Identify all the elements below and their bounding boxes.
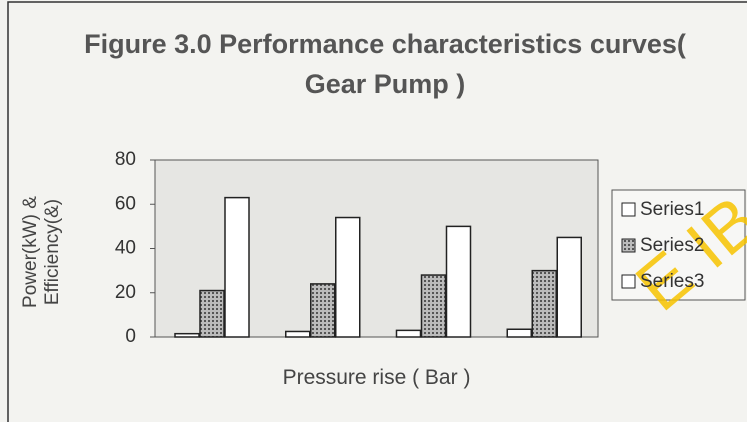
chart-border [7,1,747,422]
legend-swatch [621,238,636,253]
bar [285,330,311,338]
y-tick-label: 80 [115,149,136,170]
y-tick-label: 60 [115,193,136,214]
bar [531,269,557,338]
bar [556,236,582,338]
x-axis-label: Pressure rise ( Bar ) [282,366,471,389]
y-tick-label: 20 [115,282,136,303]
y-axis-label: Power(kW) & Efficiency(&) [20,196,63,308]
legend-swatch [621,274,636,289]
bar [335,216,361,338]
legend-label: Series3 [640,271,704,292]
legend-label: Series1 [640,199,704,220]
y-tick-label: 40 [115,238,136,259]
chart-title: Figure 3.0 Performance characteristics c… [84,29,686,99]
bar [174,332,200,338]
bar [445,225,472,338]
bar [506,328,532,338]
y-tick-label: 0 [125,326,136,347]
bar [224,196,250,338]
legend-swatch [621,202,636,217]
legend-label: Series2 [640,235,704,256]
bar [199,289,225,338]
bar [310,283,336,338]
bar [395,329,422,338]
bar [420,274,447,338]
